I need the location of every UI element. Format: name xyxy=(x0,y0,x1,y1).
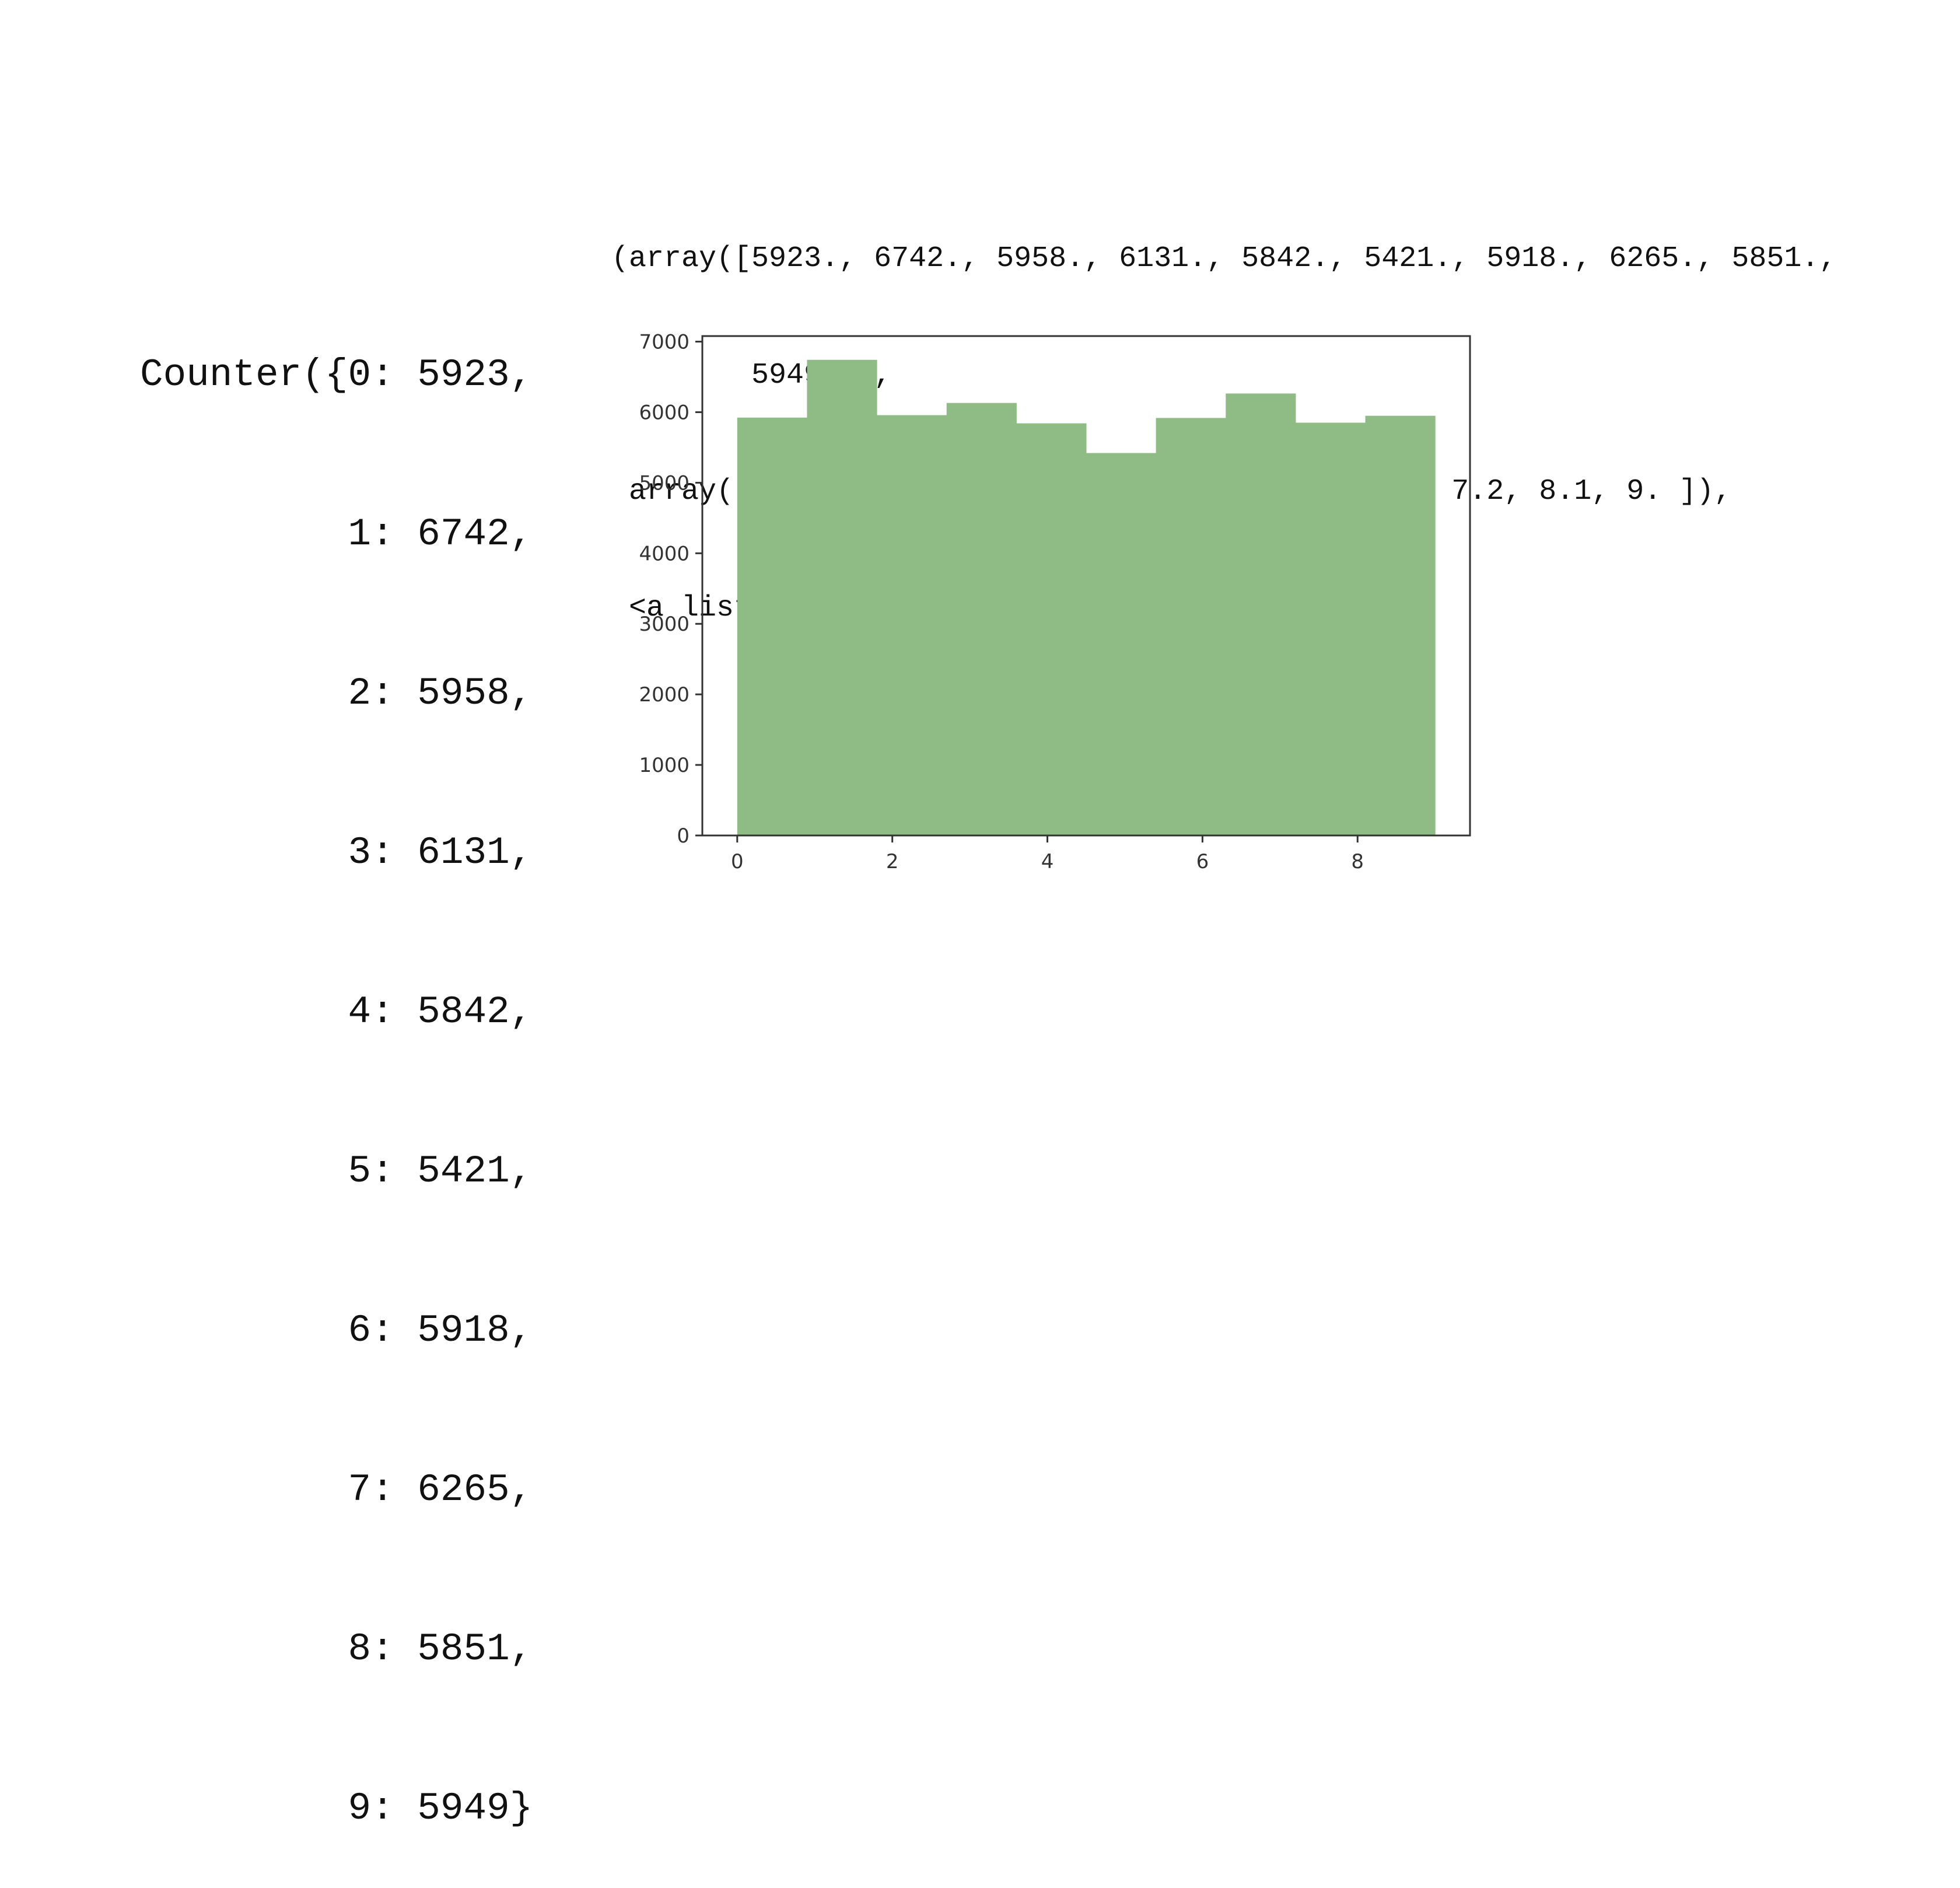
counter-line: 4: 5842, xyxy=(140,990,533,1034)
y-tick-label: 0 xyxy=(677,824,690,848)
histogram-bar xyxy=(1016,423,1087,835)
output-line: (array([5923., 6742., 5958., 6131., 5842… xyxy=(611,242,1837,275)
histogram-bar xyxy=(946,403,1017,835)
x-tick-label: 4 xyxy=(1041,850,1054,873)
histogram-bar xyxy=(1156,418,1226,835)
y-tick-label: 3000 xyxy=(639,613,690,636)
counter-line: 6: 5918, xyxy=(140,1309,533,1352)
histogram-bar xyxy=(737,417,807,835)
histogram-bar xyxy=(1226,393,1296,835)
histogram-bar xyxy=(1365,415,1436,835)
histogram-bar xyxy=(1295,422,1366,835)
counter-line: 8: 5851, xyxy=(140,1627,533,1671)
counter-line: 1: 6742, xyxy=(140,512,533,556)
x-tick-label: 6 xyxy=(1196,850,1209,873)
counter-line: 3: 6131, xyxy=(140,831,533,875)
counter-line: Counter({0: 5923, xyxy=(140,353,533,397)
counter-line: 5: 5421, xyxy=(140,1149,533,1193)
counter-line: 2: 5958, xyxy=(140,672,533,715)
y-tick-label: 5000 xyxy=(639,471,690,495)
x-tick-label: 2 xyxy=(886,850,899,873)
y-tick-label: 4000 xyxy=(639,542,690,565)
histogram-bar xyxy=(1086,453,1157,835)
axes-frame xyxy=(701,335,1471,837)
x-tick-label: 0 xyxy=(731,850,744,873)
y-tick-label: 1000 xyxy=(639,754,690,777)
counter-line: 7: 6265, xyxy=(140,1468,533,1512)
histogram-bars xyxy=(737,359,1436,835)
axis-ticks: 0 2 4 6 8 0 1000 2000 3000 4000 5000 6000 7000 xyxy=(639,331,1364,873)
histogram-bar xyxy=(877,415,947,835)
counter-line: 9: 5949} xyxy=(140,1786,533,1830)
histogram-bar xyxy=(807,359,877,835)
y-tick-label: 2000 xyxy=(639,683,690,707)
y-tick-label: 7000 xyxy=(639,331,690,354)
histogram-chart: 0 2 4 6 8 0 1000 2000 3000 4000 5000 6000 7000 xyxy=(639,331,1471,873)
y-tick-label: 6000 xyxy=(639,401,690,424)
x-tick-label: 8 xyxy=(1351,850,1364,873)
